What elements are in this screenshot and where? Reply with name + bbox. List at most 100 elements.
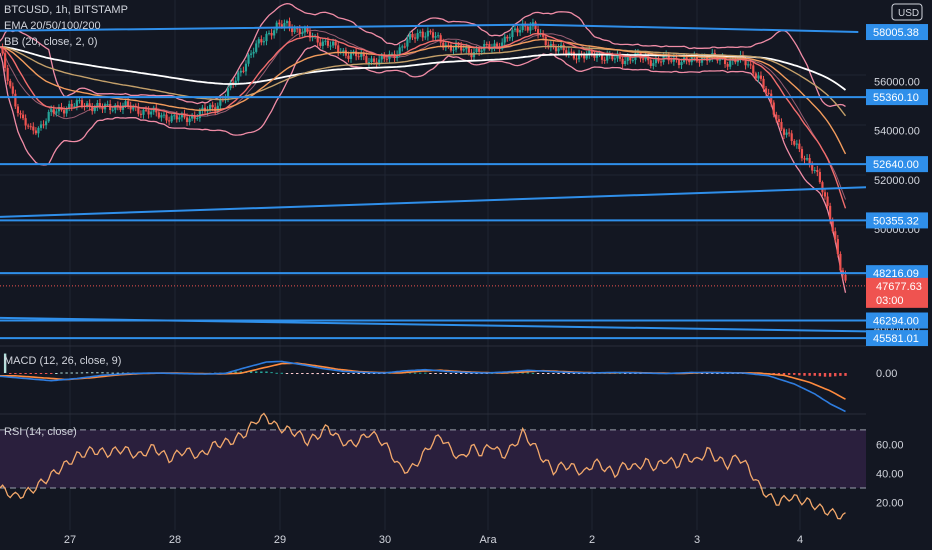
candle-body <box>565 50 568 55</box>
candle-body <box>165 114 168 121</box>
time-axis[interactable]: 27 28 29 30 Ara 2 3 4 <box>0 530 932 550</box>
bb-legend[interactable]: BB (20, close, 2, 0) <box>4 35 98 49</box>
currency-badge[interactable] <box>891 3 923 21</box>
macd-histogram-bar <box>34 373 38 374</box>
macd-histogram-bar <box>342 373 345 374</box>
candle-body <box>442 42 445 48</box>
candle-body <box>119 106 122 110</box>
macd-histogram-bar <box>321 373 325 375</box>
candle-body <box>244 63 248 72</box>
candle-body <box>764 88 768 93</box>
macd-histogram-bar <box>521 372 524 374</box>
trend-line[interactable] <box>0 23 859 33</box>
candle-body <box>11 86 14 94</box>
candle-body <box>93 106 96 112</box>
candle-body <box>513 28 517 31</box>
candle-body <box>549 44 552 48</box>
candle-body <box>447 44 450 46</box>
candle-body <box>480 50 483 52</box>
candle-body <box>150 111 153 115</box>
level-price-tag[interactable] <box>866 265 928 282</box>
candle-body <box>429 30 432 33</box>
candle-body <box>326 40 330 46</box>
candle-body <box>654 59 658 64</box>
macd-histogram-bar <box>39 373 43 374</box>
candle-body <box>388 54 391 60</box>
candle-body <box>667 54 670 61</box>
level-price-tag[interactable] <box>866 212 928 229</box>
time-axis-background <box>0 530 932 550</box>
level-price-tag[interactable] <box>866 330 928 347</box>
candle-body <box>718 58 722 61</box>
candle-body <box>672 57 675 62</box>
time-tick-label: 3 <box>694 534 700 546</box>
candle-body <box>557 48 560 52</box>
trend-line[interactable] <box>0 186 867 218</box>
candle-body <box>831 219 834 232</box>
candle-body <box>278 22 281 25</box>
candle-body <box>91 106 94 112</box>
candle-body <box>98 102 102 108</box>
candle-body <box>234 80 237 84</box>
symbol-legend[interactable]: BTCUSD, 1h, BITSTAMP <box>4 4 128 16</box>
candle-body <box>475 48 478 53</box>
price-axis[interactable]: 58000.0056000.0054000.0052000.0050000.00… <box>866 0 932 550</box>
ema-legend[interactable]: EMA 20/50/100/200 <box>4 19 101 33</box>
candle-body <box>534 22 537 30</box>
level-price-tag[interactable] <box>866 312 928 329</box>
macd-histogram-bar <box>562 373 565 374</box>
macd-legend[interactable]: MACD (12, 26, close, 9) <box>4 354 121 368</box>
trend-line[interactable] <box>0 316 867 333</box>
time-tick-label: 4 <box>797 534 803 546</box>
macd-histogram-bar <box>818 373 822 377</box>
candle-body <box>490 47 494 50</box>
macd-histogram-bar <box>834 373 837 377</box>
macd-pane[interactable] <box>0 353 847 413</box>
candle-body <box>255 43 258 52</box>
currency-label: USD <box>898 8 919 19</box>
candle-body <box>526 26 529 31</box>
candle-body <box>4 53 7 68</box>
candle-body <box>821 182 824 193</box>
candle-body <box>296 28 299 30</box>
time-tick-label: 27 <box>64 534 76 546</box>
candle-body <box>749 64 752 66</box>
rsi-title: RSI (14, close) <box>4 426 77 438</box>
macd-histogram-bar <box>782 373 786 375</box>
candle-body <box>70 103 73 107</box>
candle-body <box>795 143 798 145</box>
candle-body <box>434 36 437 38</box>
rsi-legend[interactable]: RSI (14, close) <box>4 425 77 439</box>
macd-histogram-bar <box>536 373 540 374</box>
level-lines[interactable] <box>0 23 867 340</box>
macd-histogram-bar <box>301 373 304 374</box>
ema20-line <box>0 32 847 209</box>
macd-histogram-bar <box>705 373 709 374</box>
level-price-tag[interactable] <box>866 156 928 173</box>
candle-body <box>29 126 32 128</box>
macd-histogram-bar <box>331 373 335 374</box>
candle-body <box>618 54 622 59</box>
macd-histogram-bar <box>798 373 801 376</box>
candle-body <box>680 62 683 66</box>
candle-body <box>73 106 76 108</box>
candle-body <box>88 103 91 107</box>
macd-histogram-bar <box>367 373 371 374</box>
macd-histogram-bar <box>429 373 432 374</box>
level-price-tag[interactable] <box>866 89 928 106</box>
macd-histogram-bar <box>85 372 89 374</box>
candle-body <box>803 158 806 160</box>
candle-body <box>590 49 593 54</box>
ema100-line <box>0 45 847 117</box>
candle-body <box>283 23 286 28</box>
macd-histogram-bar <box>280 372 284 374</box>
time-tick-label: 2 <box>589 534 595 546</box>
candle-body <box>342 50 345 52</box>
candle-body <box>754 73 757 79</box>
macd-histogram-bar <box>290 373 294 374</box>
candle-body <box>50 109 53 112</box>
rsi-pane[interactable] <box>0 412 866 520</box>
candle-body <box>606 54 609 61</box>
level-price-tag[interactable] <box>866 24 928 41</box>
